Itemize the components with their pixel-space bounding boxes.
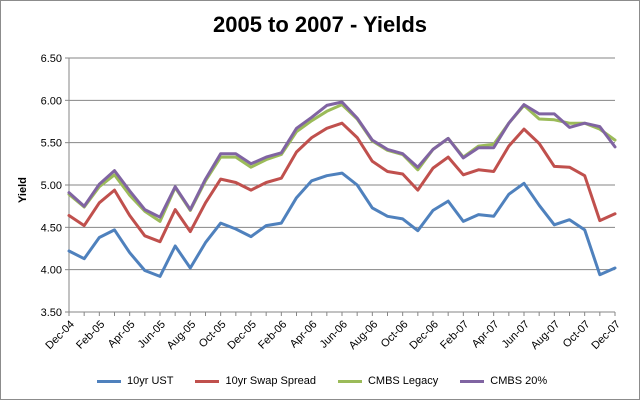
legend-label-10yr-swap-spread: 10yr Swap Spread — [225, 375, 316, 387]
legend-item-cmbs-20: CMBS 20% — [460, 375, 547, 387]
legend-item-10yr-swap-spread: 10yr Swap Spread — [195, 375, 316, 387]
x-tick-label: Jun-06 — [318, 318, 350, 350]
x-tick-label: Dec-04 — [43, 318, 77, 352]
x-tick-label: Jun-05 — [136, 318, 168, 350]
x-tick-label: Aug-05 — [165, 318, 199, 352]
y-tick-label: 5.00 — [41, 180, 62, 192]
x-tick-label: Aug-06 — [347, 318, 381, 352]
y-tick-label: 4.00 — [41, 265, 62, 277]
y-tick-label: 6.50 — [41, 53, 62, 65]
y-tick-label: 3.50 — [41, 307, 62, 319]
x-tick-label: Apr-05 — [106, 318, 138, 350]
legend-swatch-cmbs-20 — [460, 379, 485, 383]
x-tick-label: Oct-05 — [197, 318, 229, 350]
legend-label-cmbs-20: CMBS 20% — [490, 375, 548, 387]
legend-swatch-cmbs-legacy — [337, 379, 362, 383]
series-line-cmbs-20 — [67, 100, 617, 219]
x-tick-label: Aug-07 — [529, 318, 563, 352]
y-tick-label: 4.50 — [41, 222, 62, 234]
chart-legend: 10yr UST 10yr Swap Spread CMBS Legacy CM… — [97, 375, 547, 387]
y-tick-label: 5.50 — [41, 138, 62, 150]
series-line-10yr-ust — [67, 171, 617, 278]
x-tick-label: Oct-07 — [561, 318, 593, 350]
x-tick-label: Dec-05 — [225, 318, 259, 352]
x-tick-label: Feb-07 — [438, 318, 471, 351]
legend-label-cmbs-legacy: CMBS Legacy — [367, 375, 439, 387]
x-tick-label: Apr-06 — [288, 318, 320, 350]
x-tick-label: Dec-07 — [589, 318, 623, 352]
legend-item-cmbs-legacy: CMBS Legacy — [337, 375, 439, 387]
x-tick-label: Oct-06 — [379, 318, 411, 350]
legend-swatch-10yr-swap-spread — [195, 379, 220, 383]
y-tick-label: 6.00 — [41, 95, 62, 107]
legend-swatch-10yr-ust — [97, 379, 121, 383]
x-tick-label: Jun-07 — [500, 318, 532, 350]
legend-item-10yr-ust: 10yr UST — [97, 375, 173, 387]
series-line-10yr-swap-spread — [67, 121, 617, 244]
x-tick-label: Apr-07 — [470, 318, 502, 350]
x-tick-label: Feb-05 — [74, 318, 107, 351]
x-tick-label: Dec-06 — [407, 318, 441, 352]
legend-label-10yr-ust: 10yr UST — [127, 375, 174, 387]
chart-title: 2005 to 2007 - Yields — [212, 12, 428, 37]
x-tick-label: Feb-06 — [256, 318, 289, 351]
